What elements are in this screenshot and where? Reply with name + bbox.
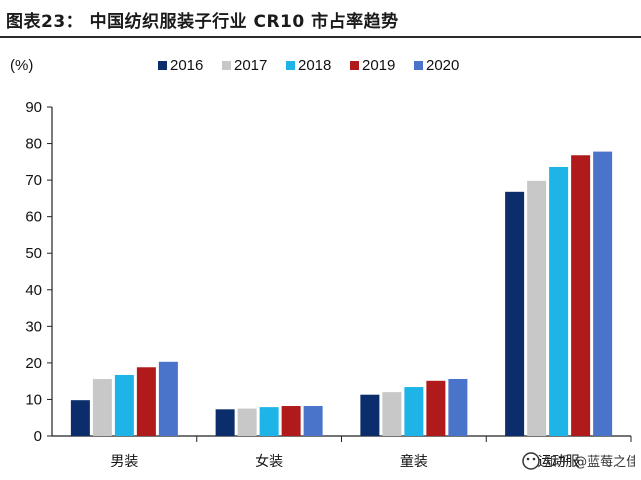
bar-2017 [527,180,547,436]
legend-label-2019: 2019 [362,57,395,74]
legend-label-2018: 2018 [298,57,331,74]
bar-2019 [281,406,301,436]
y-tick-label: 10 [25,391,42,408]
category-label: 运动服 [538,454,580,470]
watermark: 知乎 @蓝莓之佳 [522,452,635,470]
bar-2020 [593,151,613,436]
bar-2018 [114,374,134,436]
bar-2020 [448,378,468,436]
category-label: 童装 [400,453,428,470]
bar-2018 [259,407,279,436]
bar-2016 [215,409,235,436]
title-underline [0,36,641,38]
bar-2019 [426,380,446,436]
y-tick-label: 50 [25,245,42,262]
category-label: 男装 [110,454,138,470]
bar-2017 [382,392,402,436]
legend-label-2016: 2016 [170,57,203,74]
bar-2020 [303,406,323,436]
y-tick-label: 90 [25,99,42,116]
bar-2019 [136,367,156,436]
watermark-logo-icon [522,452,540,470]
watermark-text: 知乎 @蓝莓之佳 [544,454,635,470]
bar-2020 [158,361,178,436]
y-tick-label: 40 [25,282,42,299]
legend-label-2020: 2020 [426,57,459,74]
figure-title: 图表23： 中国纺织服装子行业 CR10 市占率趋势 [6,12,399,32]
legend-label-2017: 2017 [234,57,267,74]
figure-title-bar: 图表23： 中国纺织服装子行业 CR10 市占率趋势 [0,0,641,38]
legend-swatch-2017 [222,61,231,70]
y-tick-label: 70 [25,172,42,189]
bar-2016 [70,400,90,436]
legend-swatch-2020 [414,61,423,70]
bar-2018 [549,166,569,436]
bar-2016 [505,191,525,436]
bar-2017 [237,408,257,436]
y-tick-label: 20 [25,355,42,372]
bar-2017 [92,378,112,436]
y-tick-label: 30 [25,318,42,335]
bar-2016 [360,394,380,436]
bar-2019 [571,155,591,436]
y-tick-label: 80 [25,136,42,153]
category-label: 女装 [255,453,283,470]
y-axis-unit: (%) [10,57,33,74]
y-tick-label: 0 [34,428,42,445]
legend-swatch-2016 [158,61,167,70]
legend-swatch-2019 [350,61,359,70]
legend-swatch-2018 [286,61,295,70]
bar-2018 [404,387,424,436]
y-tick-label: 60 [25,209,42,226]
